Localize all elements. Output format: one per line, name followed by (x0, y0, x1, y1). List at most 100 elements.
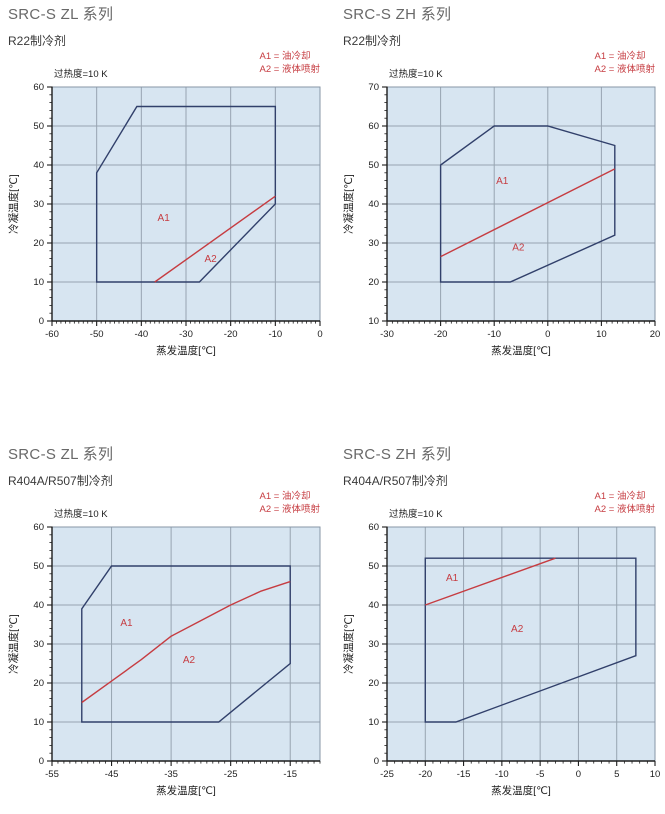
chart-block-zl-r404a: SRC-S ZL 系列 R404A/R507制冷剂 过热度=10 K A1 = … (6, 444, 330, 805)
plot-area: A1 A2 -30 -20 -10 0 10 20 10 20 30 40 50 60 70 蒸发温度[℃] 冷… (342, 82, 661, 357)
svg-text:-35: -35 (164, 769, 178, 780)
svg-text:10: 10 (368, 316, 379, 327)
svg-text:50: 50 (33, 121, 44, 132)
svg-text:10: 10 (650, 769, 661, 780)
legend-item-a1: A1 = 油冷却 (259, 51, 311, 63)
svg-text:40: 40 (33, 160, 44, 171)
svg-text:50: 50 (33, 561, 44, 572)
svg-text:A2: A2 (511, 624, 524, 635)
svg-text:40: 40 (33, 600, 44, 611)
svg-text:-60: -60 (45, 329, 59, 340)
svg-text:50: 50 (368, 561, 379, 572)
svg-text:A1: A1 (158, 213, 171, 224)
chart-legend: A1 = 油冷却 A2 = 液体喷射 (260, 491, 320, 516)
svg-text:70: 70 (368, 82, 379, 93)
svg-text:60: 60 (33, 522, 44, 533)
svg-text:0: 0 (317, 329, 322, 340)
svg-text:20: 20 (33, 238, 44, 249)
svg-text:30: 30 (368, 238, 379, 249)
svg-text:10: 10 (33, 277, 44, 288)
legend-item-a2: A2 = 液体喷射 (259, 503, 320, 515)
svg-text:-10: -10 (495, 769, 509, 780)
svg-text:A2: A2 (183, 655, 196, 666)
svg-text:30: 30 (33, 639, 44, 650)
svg-text:0: 0 (39, 316, 44, 327)
svg-text:30: 30 (33, 199, 44, 210)
svg-text:-20: -20 (418, 769, 432, 780)
svg-text:冷凝温度[℃]: 冷凝温度[℃] (342, 614, 355, 674)
chart-title: SRC-S ZL 系列 (8, 446, 114, 463)
chart-title: SRC-S ZH 系列 (343, 6, 452, 23)
svg-text:-40: -40 (134, 329, 148, 340)
svg-text:-50: -50 (90, 329, 104, 340)
chart-header: 过热度=10 K A1 = 油冷却 A2 = 液体喷射 (6, 48, 330, 81)
chart-header: 过热度=10 K A1 = 油冷却 A2 = 液体喷射 (341, 48, 665, 81)
svg-text:A1: A1 (446, 573, 459, 584)
chart-subtitle: R404A/R507制冷剂 (343, 473, 448, 488)
svg-text:-25: -25 (224, 769, 238, 780)
svg-text:-25: -25 (380, 769, 394, 780)
plot-area: A1 A2 -60 -50 -40 -30 -20 -10 0 0 10 20 30 40 50 60 蒸发温度… (7, 82, 323, 357)
legend-item-a2: A2 = 液体喷射 (259, 63, 320, 75)
chart-block-zh-r22: SRC-S ZH 系列 R22制冷剂 过热度=10 K A1 = 油冷却 A2 … (341, 4, 665, 365)
svg-text:30: 30 (368, 639, 379, 650)
svg-text:0: 0 (39, 756, 44, 767)
svg-text:0: 0 (374, 756, 379, 767)
svg-text:40: 40 (368, 199, 379, 210)
svg-text:-15: -15 (283, 769, 297, 780)
chart-header: 过热度=10 K A1 = 油冷却 A2 = 液体喷射 (6, 488, 330, 521)
chart-legend: A1 = 油冷却 A2 = 液体喷射 (595, 491, 655, 516)
svg-text:蒸发温度[℃]: 蒸发温度[℃] (491, 784, 551, 797)
svg-text:-30: -30 (179, 329, 193, 340)
chart-title: SRC-S ZL 系列 (8, 6, 114, 23)
svg-text:60: 60 (33, 82, 44, 93)
svg-text:0: 0 (545, 329, 550, 340)
svg-text:A1: A1 (496, 176, 509, 187)
chart-subtitle: R404A/R507制冷剂 (8, 473, 113, 488)
svg-text:A2: A2 (204, 254, 217, 265)
svg-text:蒸发温度[℃]: 蒸发温度[℃] (156, 344, 216, 357)
plot-area: A1 A2 -25 -20 -15 -10 -5 0 5 10 0 10 20 30 40 50 60 蒸发温度[… (342, 522, 661, 797)
svg-text:10: 10 (368, 717, 379, 728)
chart-title: SRC-S ZH 系列 (343, 446, 452, 463)
svg-text:60: 60 (368, 522, 379, 533)
svg-text:-20: -20 (434, 329, 448, 340)
svg-text:-45: -45 (105, 769, 119, 780)
svg-text:10: 10 (33, 717, 44, 728)
svg-text:20: 20 (368, 678, 379, 689)
svg-text:冷凝温度[℃]: 冷凝温度[℃] (7, 614, 20, 674)
svg-text:5: 5 (614, 769, 619, 780)
svg-text:-15: -15 (457, 769, 471, 780)
svg-text:-10: -10 (487, 329, 501, 340)
legend-item-a1: A1 = 油冷却 (594, 491, 646, 503)
svg-text:-30: -30 (380, 329, 394, 340)
svg-text:A2: A2 (512, 243, 525, 254)
svg-text:-10: -10 (268, 329, 282, 340)
superheat-label: 过热度=10 K (54, 69, 108, 81)
svg-text:冷凝温度[℃]: 冷凝温度[℃] (342, 174, 355, 234)
svg-text:冷凝温度[℃]: 冷凝温度[℃] (7, 174, 20, 234)
legend-item-a1: A1 = 油冷却 (594, 51, 646, 63)
legend-item-a2: A2 = 液体喷射 (594, 503, 655, 515)
svg-text:60: 60 (368, 121, 379, 132)
chart-header: 过热度=10 K A1 = 油冷却 A2 = 液体喷射 (341, 488, 665, 521)
chart-subtitle: R22制冷剂 (343, 33, 402, 48)
svg-text:-55: -55 (45, 769, 59, 780)
legend-item-a1: A1 = 油冷却 (259, 491, 311, 503)
svg-text:10: 10 (596, 329, 607, 340)
chart-subtitle: R22制冷剂 (8, 33, 67, 48)
svg-text:蒸发温度[℃]: 蒸发温度[℃] (491, 344, 551, 357)
svg-text:20: 20 (33, 678, 44, 689)
svg-text:20: 20 (650, 329, 661, 340)
chart-legend: A1 = 油冷却 A2 = 液体喷射 (595, 51, 655, 76)
legend-item-a2: A2 = 液体喷射 (594, 63, 655, 75)
svg-text:0: 0 (576, 769, 581, 780)
svg-text:A1: A1 (120, 618, 133, 629)
chart-legend: A1 = 油冷却 A2 = 液体喷射 (260, 51, 320, 76)
plot-area: A1 A2 -55 -45 -35 -25 -15 0 10 20 30 40 50 60 蒸发温度[℃] 冷… (7, 522, 321, 797)
superheat-label: 过热度=10 K (54, 509, 108, 521)
superheat-label: 过热度=10 K (389, 509, 443, 521)
svg-text:20: 20 (368, 277, 379, 288)
chart-block-zl-r22: SRC-S ZL 系列 R22制冷剂 过热度=10 K A1 = 油冷却 A2 … (6, 4, 330, 365)
